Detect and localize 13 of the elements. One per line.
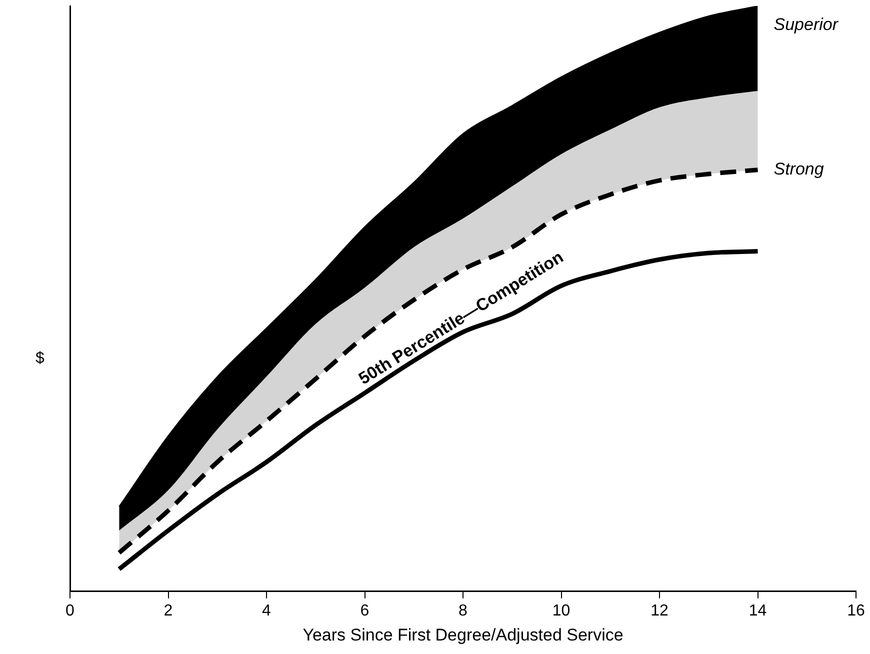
series-label: Strong: [774, 160, 824, 179]
series-label: Superior: [774, 14, 840, 34]
x-tick-label: 8: [458, 602, 468, 620]
x-axis-title: Years Since First Degree/Adjusted Service: [302, 625, 624, 644]
x-tick-label: 16: [847, 602, 865, 620]
x-tick-label: 2: [164, 602, 173, 620]
x-tick-label: 0: [66, 602, 75, 620]
x-tick-label: 14: [748, 602, 767, 620]
y-axis-title: $: [36, 350, 45, 368]
x-tick-label: 12: [650, 602, 668, 620]
x-tick-label: 10: [552, 602, 570, 620]
x-tick-label: 6: [360, 602, 370, 620]
x-tick-label: 4: [262, 602, 272, 620]
